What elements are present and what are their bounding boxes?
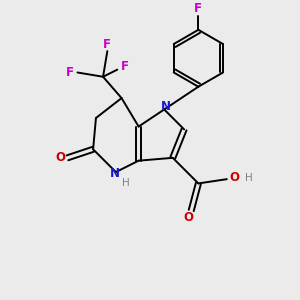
Text: H: H [122, 178, 130, 188]
Text: N: N [160, 100, 171, 113]
Text: F: F [120, 60, 128, 73]
Text: O: O [183, 211, 194, 224]
Text: F: F [66, 66, 74, 79]
Text: O: O [230, 171, 240, 184]
Text: H: H [245, 173, 253, 183]
Text: O: O [56, 151, 65, 164]
Text: F: F [194, 2, 202, 15]
Text: N: N [110, 167, 119, 180]
Text: F: F [103, 38, 111, 50]
